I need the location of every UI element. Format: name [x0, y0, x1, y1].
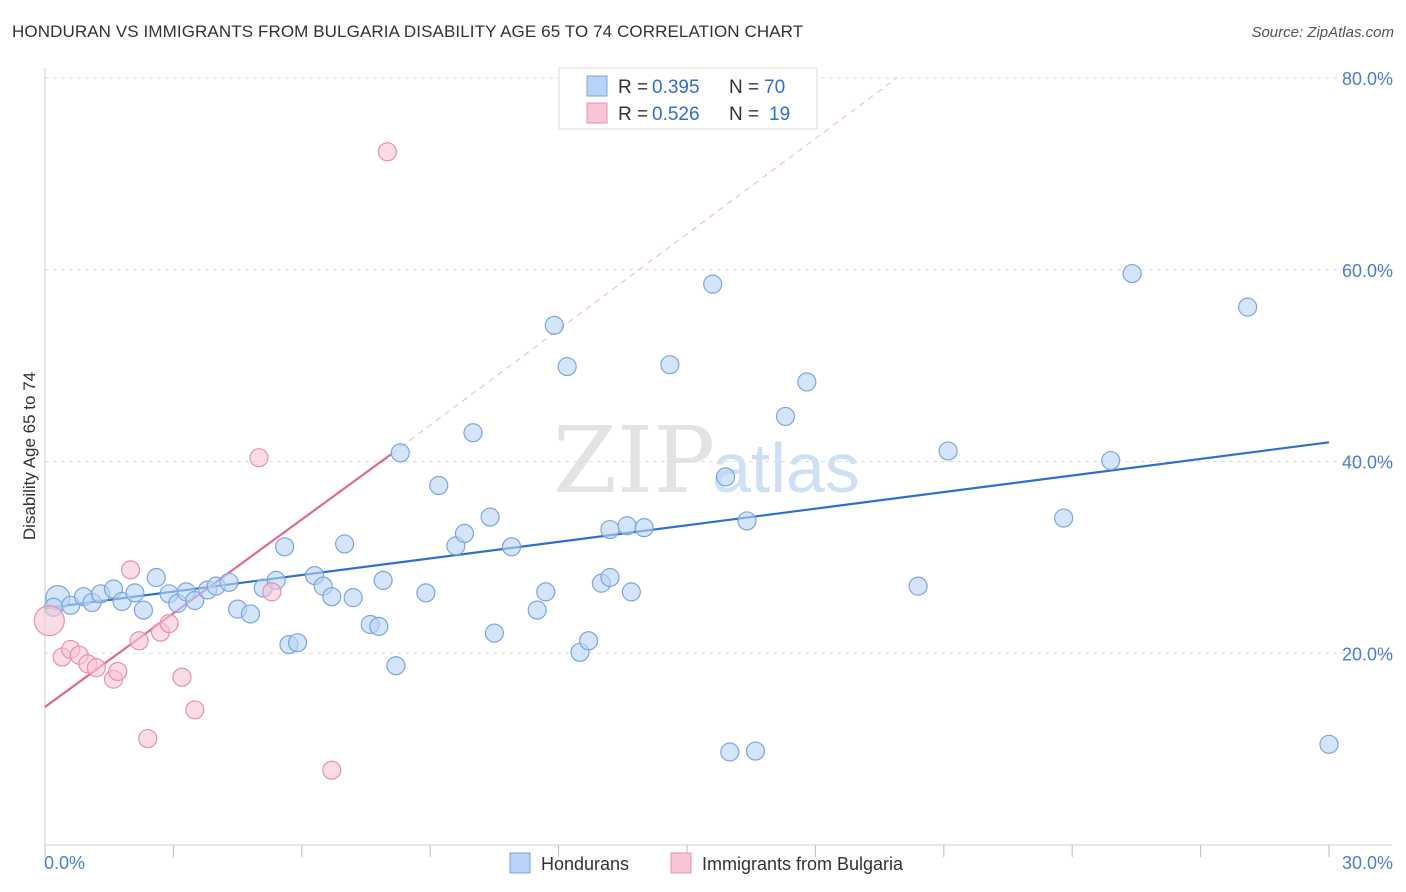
point-hondurans [454, 523, 475, 544]
point-bulgaria [33, 605, 65, 637]
point-hondurans [1122, 263, 1142, 284]
point-hondurans [275, 537, 295, 557]
point-hondurans [715, 467, 736, 487]
point-bulgaria [185, 700, 205, 720]
point-bulgaria [129, 631, 149, 651]
legend-n-value-2: 19 [769, 104, 790, 125]
bottom-legend-swatch-bulgaria [670, 852, 692, 874]
point-hondurans [557, 356, 577, 377]
legend-r-value-2: 0.526 [652, 104, 700, 125]
data-points [33, 142, 1339, 780]
point-hondurans [536, 582, 556, 602]
point-bulgaria [108, 661, 128, 682]
y-tick-label: 60.0% [1342, 261, 1393, 281]
point-hondurans [133, 600, 154, 620]
y-tick-label: 80.0% [1342, 69, 1393, 89]
point-bulgaria [86, 658, 106, 678]
point-hondurans [737, 511, 757, 531]
gridlines [45, 77, 1392, 654]
point-hondurans [634, 518, 654, 538]
bottom-legend: Hondurans Immigrants from Bulgaria [509, 852, 904, 874]
legend: R = 0.395 N = 70 R = 0.526 N = 19 [558, 67, 818, 130]
tick-labels: 20.0% 40.0% 60.0% 80.0% 0.0% 30.0% [44, 69, 1393, 873]
legend-n-label-1: N = [729, 77, 759, 98]
point-hondurans [219, 572, 239, 592]
point-bulgaria [138, 728, 158, 749]
point-hondurans [527, 600, 547, 620]
point-hondurans [287, 633, 308, 653]
bottom-legend-label-hondurans: Hondurans [541, 854, 629, 874]
point-hondurans [617, 516, 637, 536]
legend-swatch-hondurans [586, 75, 608, 97]
point-hondurans [938, 441, 958, 461]
point-hondurans [484, 623, 504, 643]
point-hondurans [185, 590, 205, 611]
point-hondurans [463, 423, 483, 443]
legend-n-value-1: 70 [764, 77, 785, 98]
point-hondurans [600, 567, 620, 588]
point-hondurans [501, 537, 522, 557]
point-hondurans [322, 587, 342, 607]
point-hondurans [125, 583, 145, 603]
point-hondurans [1319, 734, 1339, 754]
point-hondurans [240, 604, 261, 624]
point-hondurans [343, 588, 363, 608]
point-hondurans [797, 372, 817, 392]
legend-r-label-1: R = [618, 77, 648, 98]
point-hondurans [1238, 297, 1258, 317]
point-hondurans [720, 742, 740, 762]
axes [44, 68, 1392, 857]
legend-swatch-bulgaria [586, 102, 608, 124]
watermark-atlas: atlas [712, 429, 860, 507]
point-bulgaria [262, 582, 282, 602]
point-hondurans [600, 519, 620, 540]
point-bulgaria [172, 667, 192, 687]
point-bulgaria [159, 613, 179, 634]
point-hondurans [544, 315, 564, 335]
point-hondurans [745, 741, 766, 761]
legend-n-label-2: N = [729, 104, 759, 125]
point-hondurans [1054, 508, 1074, 528]
bottom-legend-label-bulgaria: Immigrants from Bulgaria [702, 854, 904, 874]
y-tick-label: 20.0% [1342, 644, 1393, 664]
point-hondurans [390, 443, 410, 463]
point-hondurans [429, 475, 449, 496]
bottom-legend-swatch-hondurans [509, 852, 531, 874]
point-hondurans [775, 406, 796, 427]
point-bulgaria [249, 448, 269, 468]
point-hondurans [660, 355, 680, 375]
point-hondurans [908, 576, 928, 596]
y-axis-title: Disability Age 65 to 74 [20, 372, 39, 540]
point-hondurans [578, 631, 599, 651]
point-hondurans [335, 534, 355, 554]
point-bulgaria [377, 142, 397, 162]
point-hondurans [146, 567, 166, 588]
point-hondurans [703, 274, 723, 294]
point-hondurans [373, 570, 393, 590]
legend-r-label-2: R = [618, 104, 648, 125]
point-bulgaria [322, 760, 342, 780]
point-hondurans [386, 656, 406, 676]
point-hondurans [1101, 450, 1121, 471]
point-bulgaria [121, 560, 141, 580]
chart-title: HONDURAN VS IMMIGRANTS FROM BULGARIA DIS… [12, 22, 804, 41]
x-tick-label: 0.0% [44, 853, 85, 873]
trend-extension-bulgaria [391, 77, 898, 455]
x-tick-label: 30.0% [1342, 853, 1393, 873]
point-hondurans [416, 583, 436, 603]
legend-r-value-1: 0.395 [652, 77, 700, 98]
point-hondurans [480, 507, 500, 527]
point-hondurans [621, 582, 641, 602]
y-tick-label: 40.0% [1342, 453, 1393, 473]
point-hondurans [369, 616, 389, 637]
watermark-zip: ZIP [553, 407, 715, 514]
source-label: Source: ZipAtlas.com [1251, 24, 1394, 41]
